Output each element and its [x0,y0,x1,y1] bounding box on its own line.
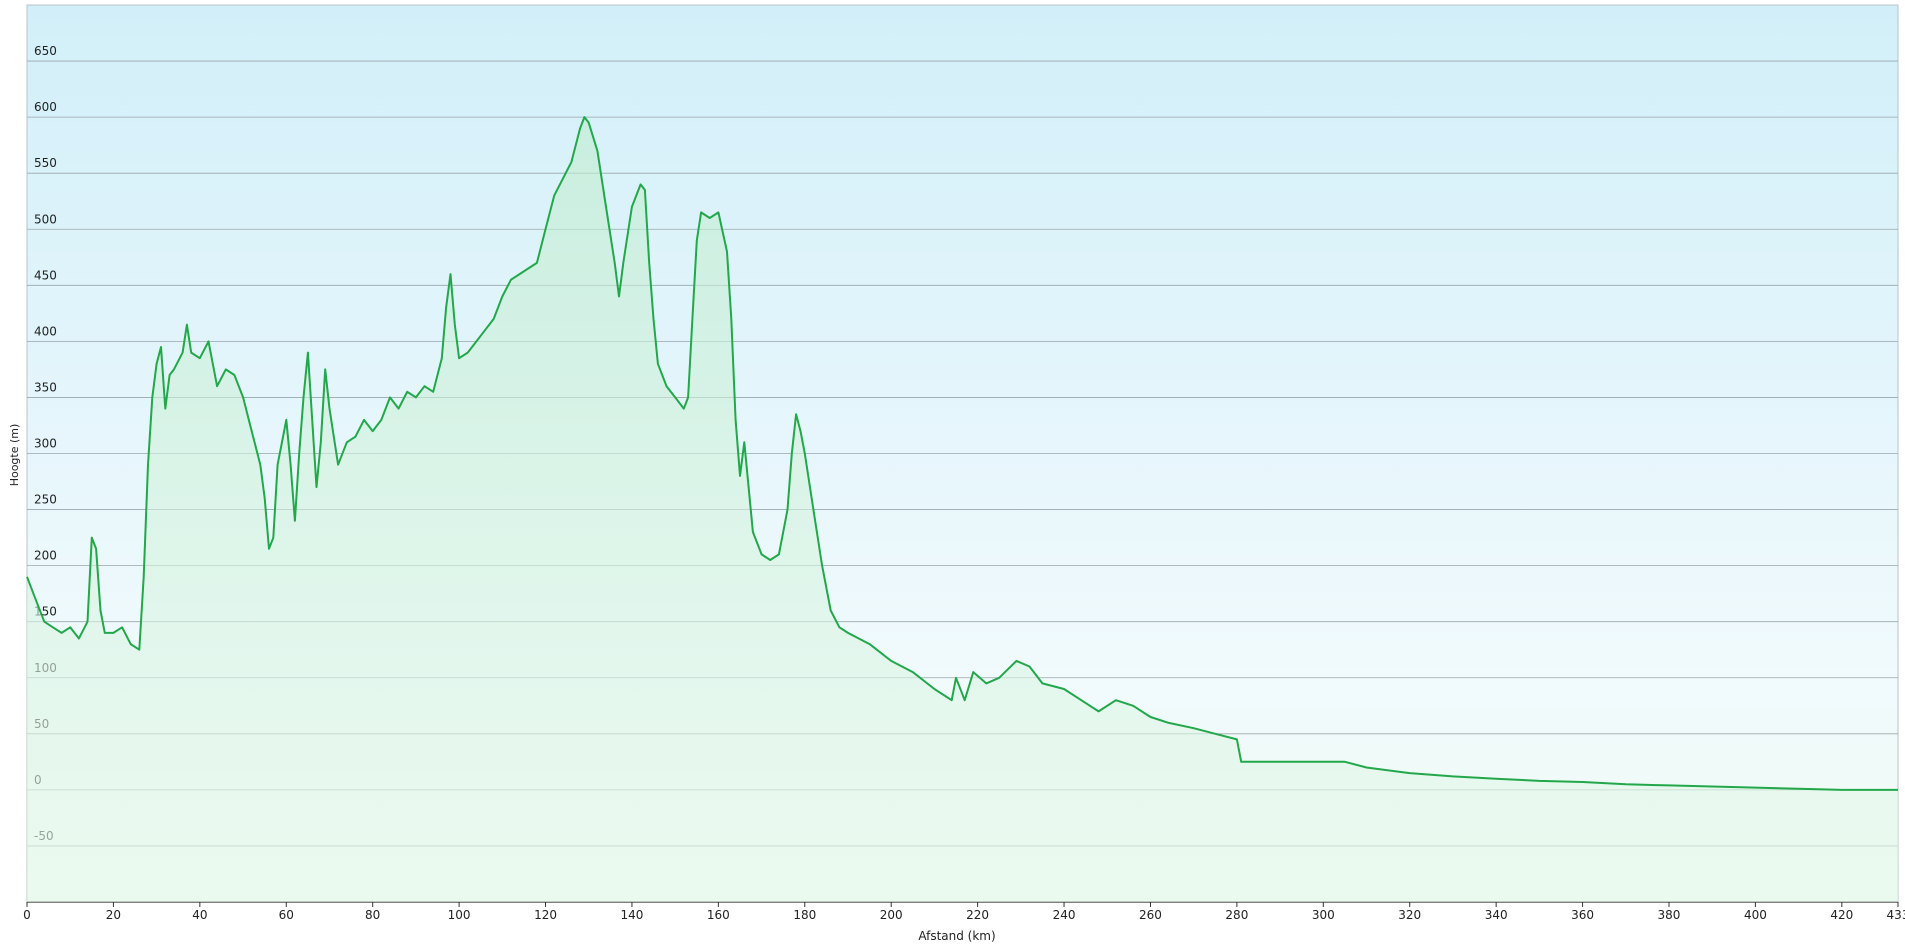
y-tick-label: 250 [34,493,57,507]
x-tick-label: 160 [707,908,730,922]
x-tick-label: 100 [448,908,471,922]
x-tick-label: 60 [279,908,294,922]
elevation-line [26,116,1898,791]
x-tick-label: 400 [1744,908,1767,922]
y-axis-label: Hoogte (m) [8,424,21,487]
x-tick-label: 260 [1139,908,1162,922]
y-tick-label: 550 [34,156,57,170]
x-tick-label: 360 [1571,908,1594,922]
y-tick-label: 600 [34,100,57,114]
x-tick-label: 80 [365,908,380,922]
x-tick-label: 280 [1225,908,1248,922]
x-tick-label: 140 [620,908,643,922]
y-tick-label: 450 [34,268,57,282]
x-tick-label: 433 [1887,908,1905,922]
y-tick-label: 200 [34,549,57,563]
y-tick-label: 300 [34,437,57,451]
y-tick-label: 400 [34,324,57,338]
x-tick-label: 300 [1312,908,1335,922]
x-tick-label: 0 [23,908,31,922]
x-tick-label: 180 [793,908,816,922]
x-tick-label: 20 [106,908,121,922]
area-fill [27,117,1898,903]
x-tick-label: 240 [1053,908,1076,922]
x-tick-label: 340 [1485,908,1508,922]
x-tick-label: 420 [1830,908,1853,922]
y-tick-label: 350 [34,380,57,394]
x-tick-label: 380 [1658,908,1681,922]
y-tick-label: 500 [34,212,57,226]
x-tick-label: 320 [1398,908,1421,922]
y-tick-label: 650 [34,44,57,58]
x-tick-label: 40 [192,908,207,922]
x-tick-label: 220 [966,908,989,922]
x-tick-label: 120 [534,908,557,922]
x-axis-label: Afstand (km) [918,929,995,943]
x-tick-label: 200 [880,908,903,922]
